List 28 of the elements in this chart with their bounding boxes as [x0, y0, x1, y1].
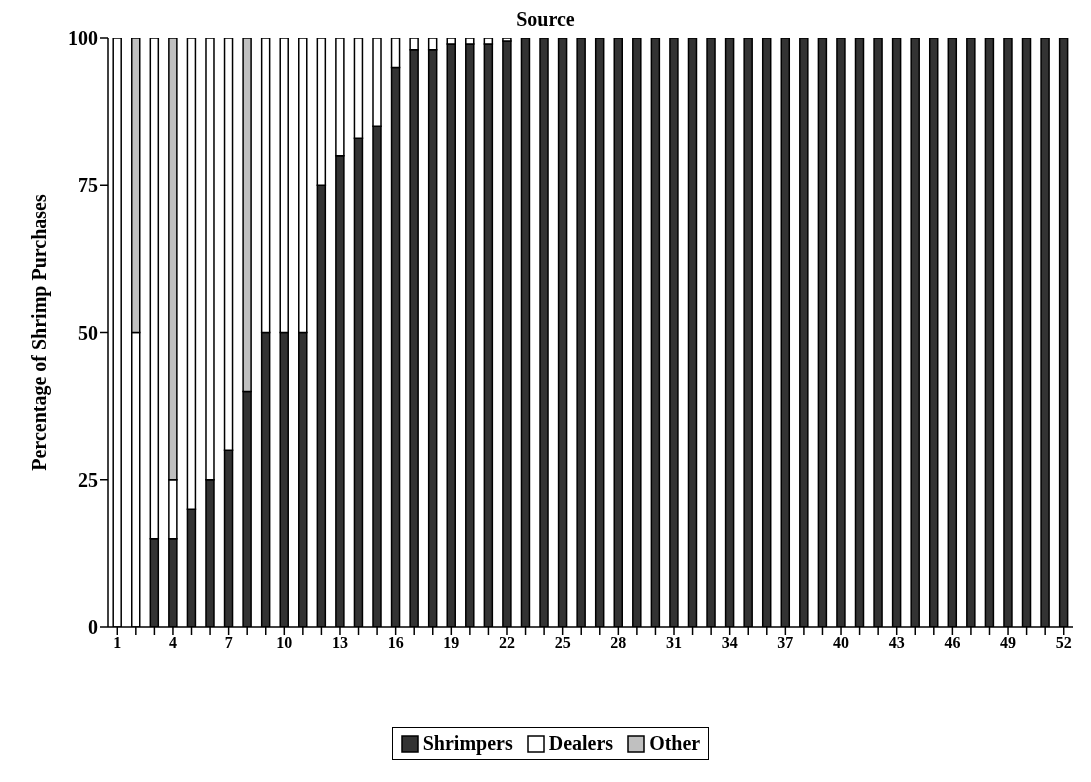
y-tick-label: 0	[88, 616, 98, 639]
y-tick-label: 100	[68, 27, 98, 50]
legend-label: Dealers	[547, 732, 614, 755]
legend-label: Shrimpers	[421, 732, 513, 755]
x-tick-label: 25	[554, 634, 571, 652]
legend-label: Other	[648, 732, 701, 755]
x-tick-label: 43	[888, 634, 905, 652]
x-tick-label: 37	[777, 634, 794, 652]
x-tick-label: 1	[113, 634, 122, 652]
x-tick-label: 19	[443, 634, 460, 652]
x-tick-label: 22	[498, 634, 515, 652]
x-tick-label: 49	[1000, 634, 1017, 652]
x-tick-label: 34	[721, 634, 738, 652]
x-tick-label: 16	[387, 634, 404, 652]
x-tick-label: 28	[610, 634, 627, 652]
x-tick-label: 40	[833, 634, 850, 652]
x-tick-label: 46	[944, 634, 961, 652]
x-tick-label: 31	[666, 634, 683, 652]
y-tick-label: 50	[78, 321, 98, 344]
y-tick-label: 75	[78, 174, 98, 197]
y-tick-label: 25	[78, 468, 98, 491]
y-axis-title: Percentage of Shrimp Purchases	[28, 194, 52, 471]
x-tick-label: 13	[331, 634, 348, 652]
x-tick-label: 10	[276, 634, 293, 652]
x-tick-label: 7	[224, 634, 233, 652]
x-tick-label: 52	[1055, 634, 1072, 652]
chart-title: Source	[516, 8, 575, 30]
x-tick-label: 4	[168, 634, 177, 652]
